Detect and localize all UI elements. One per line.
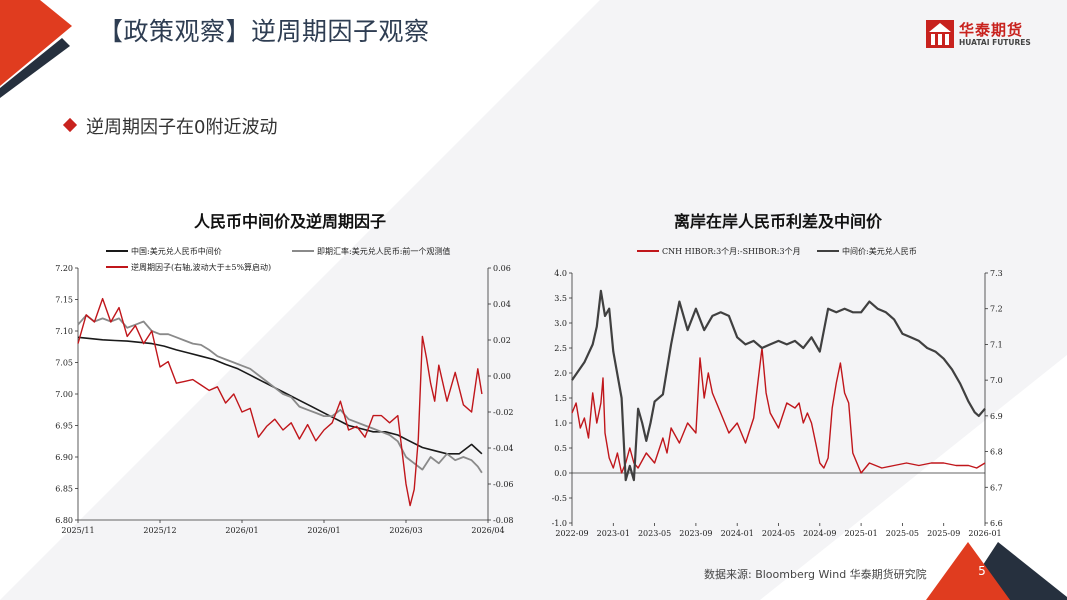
right-tick-label: 7.3	[990, 269, 1003, 278]
left-tick-label: 6.85	[55, 485, 73, 494]
left-tick-label: 7.05	[55, 359, 73, 368]
chart2-title: 离岸在岸人民币利差及中间价	[673, 212, 882, 231]
page-title: 【政策观察】逆周期因子观察	[98, 17, 430, 46]
series-line-2	[77, 314, 483, 474]
x-tick-label: 2025/12	[143, 526, 176, 535]
x-tick-label: 2024-01	[721, 529, 754, 538]
right-tick-label: 6.7	[990, 483, 1003, 492]
left-tick-label: 3.5	[554, 294, 567, 303]
right-tick-label: 7.0	[990, 376, 1003, 385]
x-tick-label: 2025-09	[927, 529, 960, 538]
logo-text-cn: 华泰期货	[959, 21, 1024, 39]
x-tick-label: 2025/11	[61, 526, 94, 535]
x-tick-label: 2023-01	[597, 529, 630, 538]
left-tick-label: 6.80	[55, 516, 73, 525]
bullet-text: 逆周期因子在0附近波动	[86, 117, 278, 138]
legend-label-2: 即期汇率:美元兑人民币:前一个观测值	[317, 246, 450, 256]
x-tick-label: 2023-09	[679, 529, 712, 538]
legend-label-1: CNH HIBOR:3个月:-SHIBOR:3个月	[662, 247, 801, 256]
right-tick-label: 6.9	[990, 412, 1003, 421]
legend-label-3: 逆周期因子(右轴,波动大于±5%算启动)	[131, 262, 271, 272]
series-line-1	[77, 336, 483, 455]
right-tick-label: 0.04	[493, 300, 511, 309]
x-tick-label: 2022-09	[555, 529, 588, 538]
right-tick-label: 7.1	[990, 340, 1003, 349]
x-tick-label: 2025-01	[844, 529, 877, 538]
right-tick-label: 6.8	[990, 448, 1003, 457]
logo-text-en: HUATAI FUTURES	[959, 38, 1031, 47]
right-tick-label: 6.6	[990, 519, 1003, 528]
data-source-note: 数据来源: Bloomberg Wind 华泰期货研究院	[704, 568, 927, 581]
page-number: 5	[978, 564, 986, 578]
top-left-corner-shape	[0, 0, 72, 98]
legend-label-1: 中国:美元兑人民币中间价	[131, 246, 222, 256]
x-tick-label: 2026/03	[389, 526, 422, 535]
left-tick-label: 7.10	[55, 327, 73, 336]
left-tick-label: 1.5	[554, 394, 567, 403]
left-tick-label: 7.15	[55, 296, 73, 305]
chart1-rmb-fixing-countercyclical: 6.80 6.85 6.90 6.95 7.00 7.05 7.10 7.15 7.20 -0.0…	[55, 246, 514, 535]
chart2-cnh-spread-fixing: -1.0 -0.5 0.0 0.5 1.0 1.5 2.0 2.5 3.0 3.5 4.0 6.6 6.…	[552, 246, 1003, 538]
x-tick-label: 2026/04	[471, 526, 504, 535]
huatai-logo-icon	[926, 20, 954, 48]
left-tick-label: 2.0	[554, 369, 567, 378]
right-tick-label: -0.04	[493, 444, 514, 453]
x-tick-label: 2026-01	[968, 529, 1001, 538]
x-tick-label: 2026/01	[225, 526, 258, 535]
right-tick-label: 0.06	[493, 264, 511, 273]
left-tick-label: 7.20	[55, 264, 73, 273]
series-line-1	[571, 347, 986, 474]
right-tick-label: -0.02	[493, 408, 514, 417]
legend-label-2: 中间价:美元兑人民币	[842, 246, 917, 256]
left-tick-label: 1.0	[554, 419, 567, 428]
left-tick-label: 2.5	[554, 344, 567, 353]
x-tick-label: 2023-05	[638, 529, 671, 538]
right-tick-label: 0.02	[493, 336, 511, 345]
left-tick-label: 7.00	[55, 390, 73, 399]
series-line-2	[571, 289, 986, 482]
x-tick-label: 2025-05	[886, 529, 919, 538]
right-tick-label: 7.2	[990, 305, 1003, 314]
left-tick-label: 3.0	[554, 319, 567, 328]
right-tick-label: -0.08	[493, 516, 514, 525]
left-tick-label: 6.90	[55, 453, 73, 462]
x-tick-label: 2024-05	[762, 529, 795, 538]
x-tick-label: 2024-09	[803, 529, 836, 538]
left-tick-label: 0.5	[554, 444, 567, 453]
left-tick-label: -0.5	[552, 494, 567, 503]
chart1-title: 人民币中间价及逆周期因子	[193, 212, 386, 231]
left-tick-label: 4.0	[554, 269, 567, 278]
right-tick-label: -0.06	[493, 480, 514, 489]
left-tick-label: -1.0	[552, 519, 567, 528]
x-tick-label: 2026/01	[307, 526, 340, 535]
bottom-right-corner-shape	[926, 542, 1067, 600]
right-tick-label: 0.00	[493, 372, 511, 381]
company-logo: 华泰期货 HUATAI FUTURES	[926, 18, 1046, 50]
left-tick-label: 6.95	[55, 422, 73, 431]
left-tick-label: 0.0	[554, 469, 567, 478]
series-line-3	[77, 297, 483, 507]
